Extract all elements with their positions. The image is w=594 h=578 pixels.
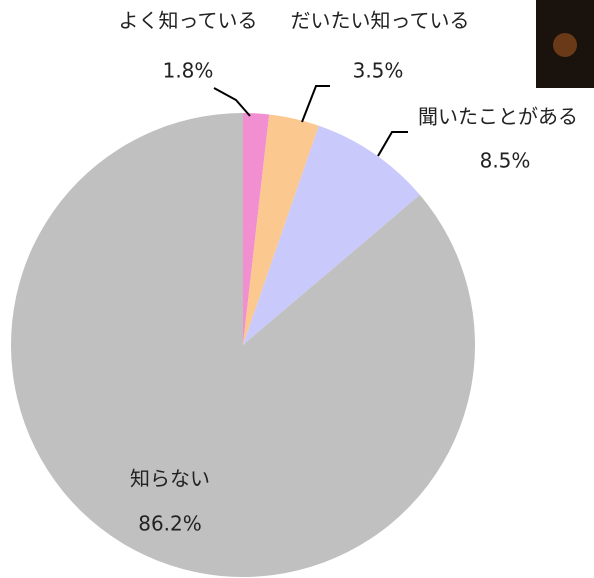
slice-label: よく知っている <box>119 9 258 33</box>
pie-slice <box>243 125 420 346</box>
leader-line <box>377 131 408 157</box>
value-label: 3.5% <box>353 59 404 83</box>
photo-detail <box>553 33 577 57</box>
pie-slice <box>10 113 475 578</box>
pie-slice <box>243 114 319 345</box>
value-label: 1.8% <box>163 59 214 83</box>
pie-slice <box>243 113 270 345</box>
leader-line <box>213 87 251 117</box>
slice-label: 知らない <box>130 467 210 491</box>
value-label: 8.5% <box>480 149 531 173</box>
leader-line <box>301 85 330 123</box>
slice-label: だいたい知っている <box>291 9 470 33</box>
slice-label: 聞いたことがある <box>418 105 578 129</box>
value-label: 86.2% <box>138 512 202 536</box>
